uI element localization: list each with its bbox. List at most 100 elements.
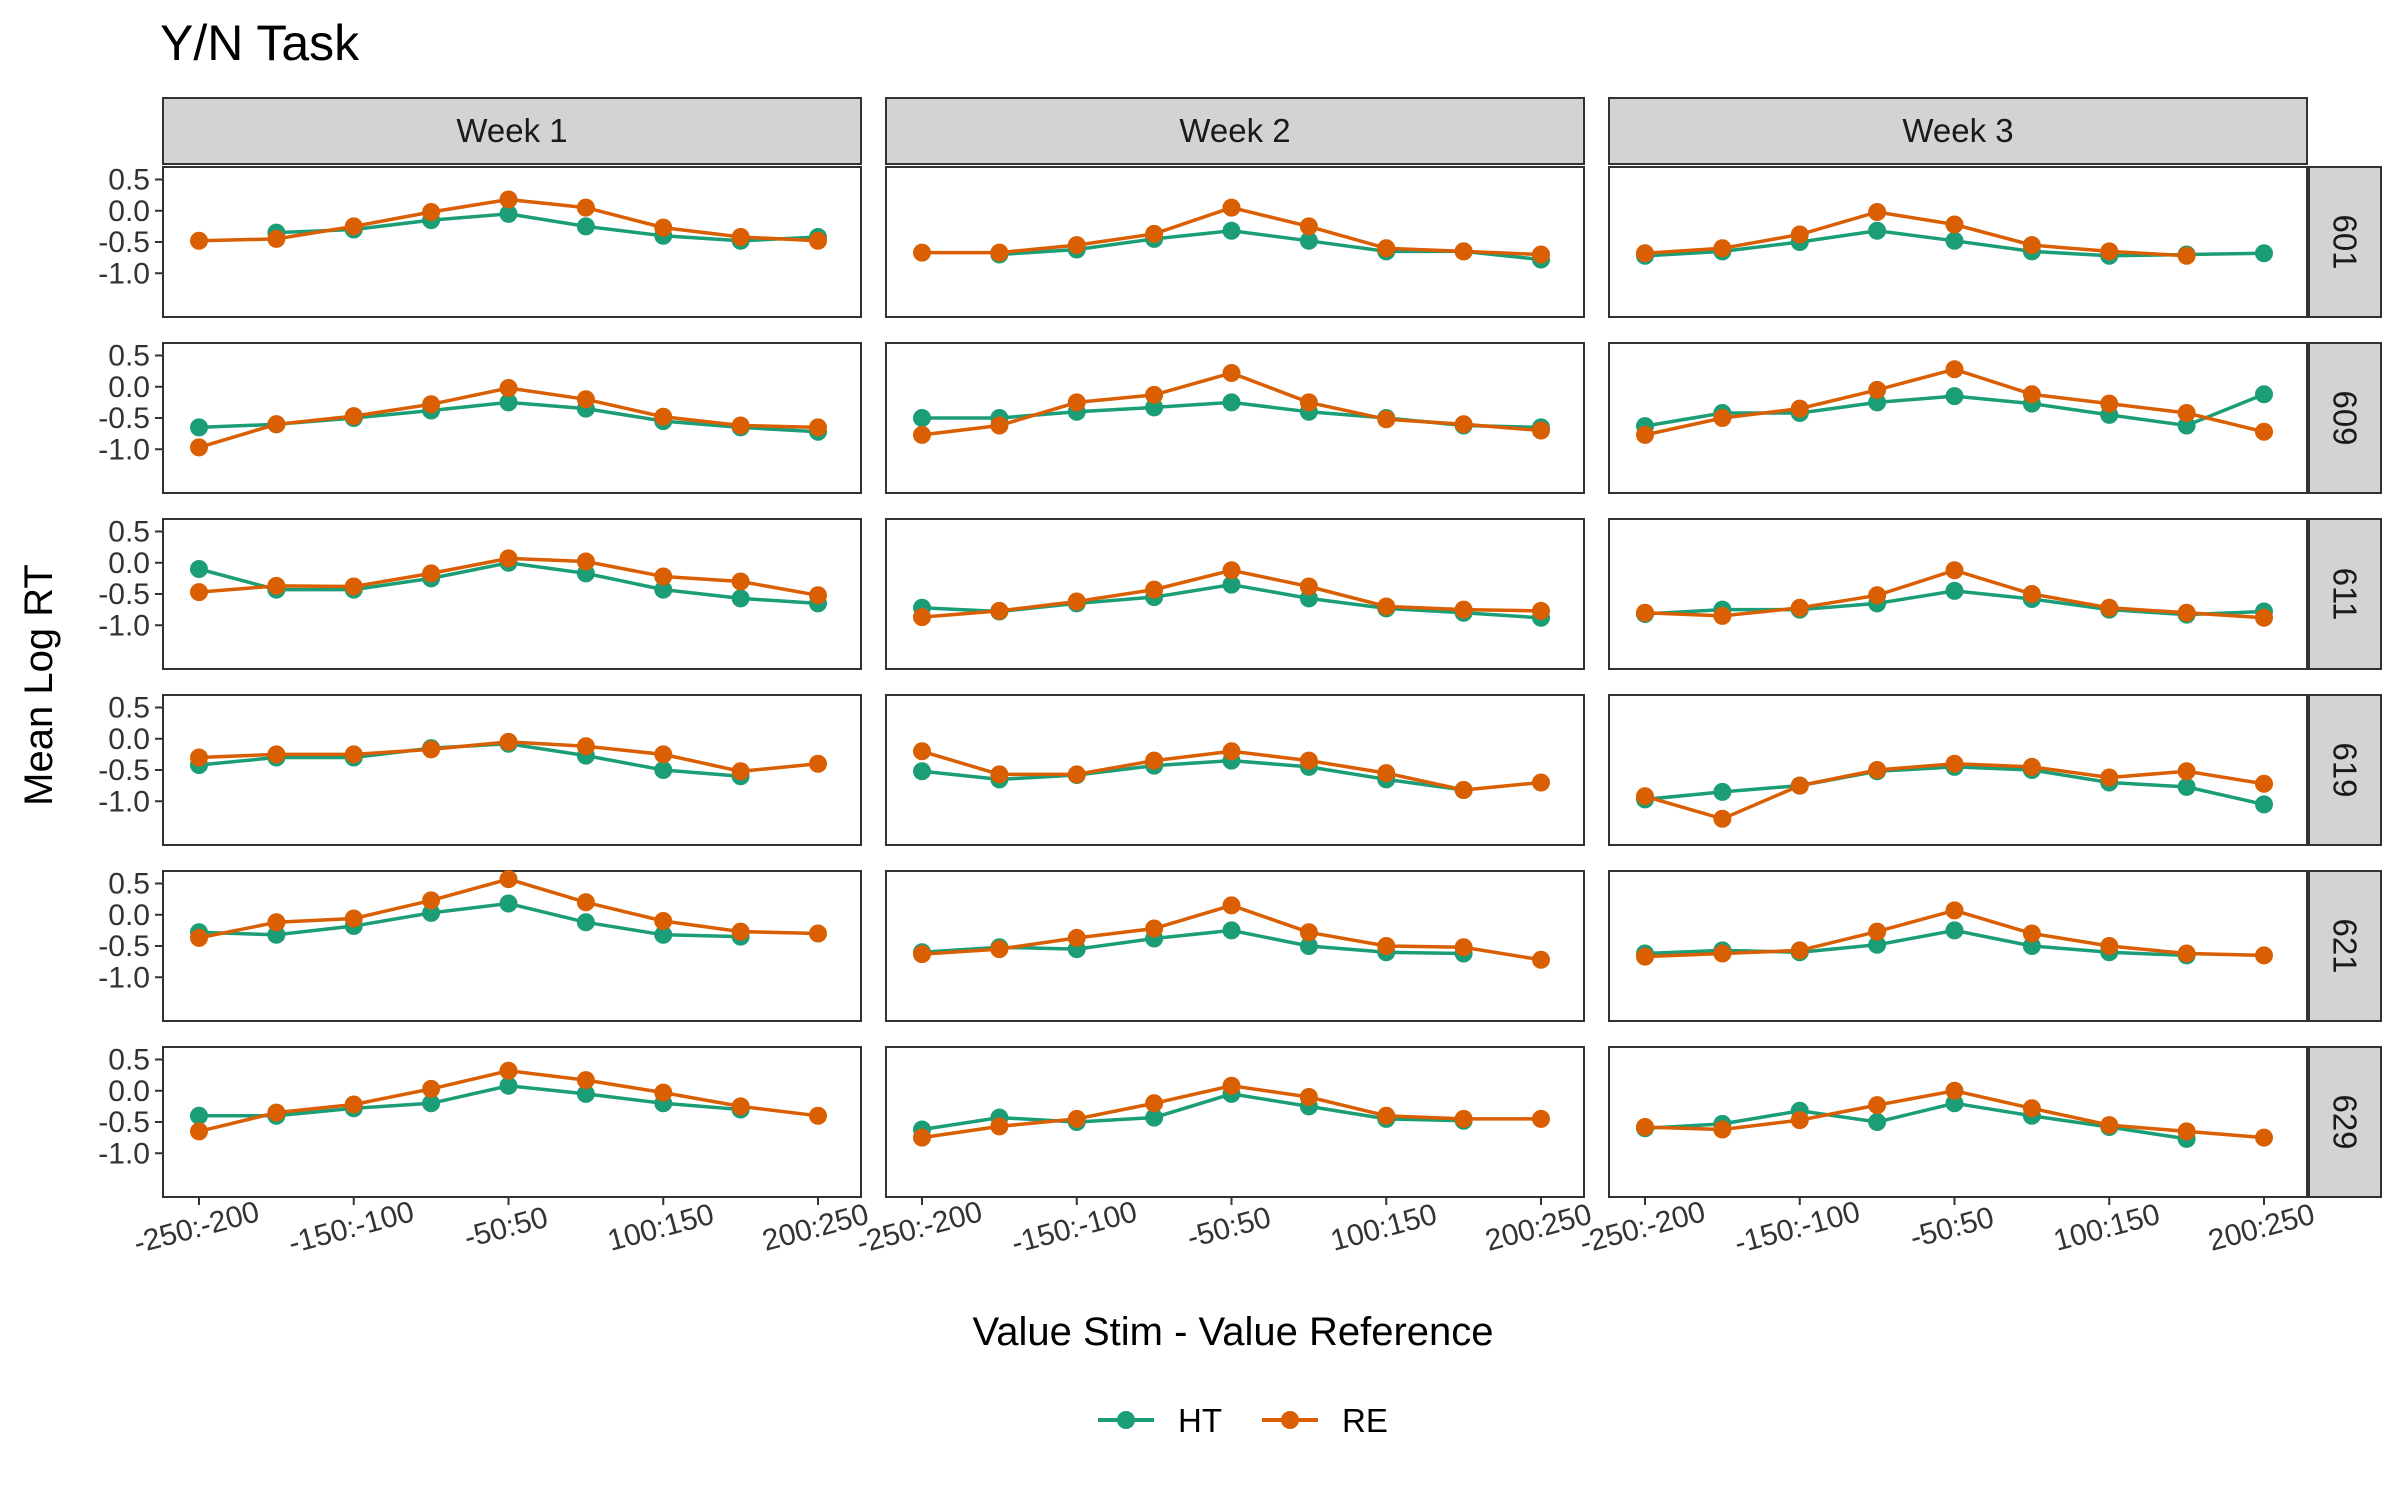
strip-box (2308, 1046, 2382, 1198)
legend-marker (1281, 1411, 1299, 1429)
data-point (422, 740, 441, 759)
data-point (1713, 782, 1732, 801)
data-point (809, 754, 827, 773)
series-re (1636, 1081, 2273, 1147)
strip-box (2308, 870, 2382, 1022)
column-strip-label: Week 2 (1179, 112, 1290, 149)
series-re (913, 198, 1550, 264)
data-point (1945, 754, 1964, 773)
strip-box (2308, 166, 2382, 318)
data-point (731, 1097, 750, 1116)
data-point (267, 229, 286, 248)
data-point (1945, 215, 1964, 234)
panel (162, 166, 862, 318)
y-tick-label: 0.0 (108, 1075, 150, 1108)
data-point (576, 737, 595, 756)
y-tick-label: -1.0 (98, 609, 150, 642)
data-point (267, 576, 286, 595)
data-point (190, 560, 208, 578)
data-point (190, 928, 208, 947)
data-point (809, 418, 827, 437)
series-re (190, 1061, 827, 1141)
row-strip-label: 619 (2327, 742, 2364, 797)
data-point (499, 732, 518, 751)
panel (1608, 694, 2308, 846)
y-tick-label: -1.0 (98, 1137, 150, 1170)
data-point (654, 745, 673, 764)
row-strip: 619 (2308, 694, 2382, 846)
data-point (1532, 773, 1550, 792)
data-point (1636, 603, 1654, 622)
series-re (1636, 203, 2196, 265)
data-point (576, 552, 595, 571)
data-point (1636, 947, 1654, 966)
data-point (1532, 245, 1550, 264)
data-point (499, 1061, 518, 1080)
data-point (913, 1128, 931, 1147)
data-point (576, 913, 595, 932)
data-point (2100, 768, 2119, 787)
data-point (499, 894, 518, 913)
data-point (1868, 922, 1887, 941)
y-tick-label: -0.5 (98, 1106, 150, 1139)
data-point (1532, 1109, 1550, 1128)
panel (1608, 166, 2308, 318)
series-re (913, 561, 1550, 627)
strip-box (885, 97, 1585, 165)
data-point (1945, 231, 1964, 250)
x-tick-label: 100:150 (1327, 1198, 1440, 1258)
y-tick-label: 0.0 (108, 723, 150, 756)
strip-box (1608, 97, 2308, 165)
data-point (654, 925, 673, 944)
data-point (344, 909, 363, 928)
series-line (276, 212, 819, 243)
data-point (2177, 416, 2196, 435)
data-point (576, 1084, 595, 1103)
series-line (199, 1084, 741, 1118)
series-line (1644, 928, 2187, 958)
row-strip-label: 601 (2327, 214, 2364, 269)
strip-box (2308, 694, 2382, 846)
series-line (921, 758, 1464, 792)
series-re (190, 732, 827, 781)
x-tick-label: -150:-100 (1731, 1195, 1864, 1260)
data-point (1868, 380, 1887, 399)
data-point (1868, 1113, 1887, 1131)
panel-frame (162, 870, 862, 1022)
legend-item-re: RE (1262, 1402, 1388, 1439)
y-tick-label: -1.0 (98, 785, 150, 818)
panel-frame (162, 342, 862, 494)
data-point (267, 415, 286, 434)
data-point (654, 580, 673, 599)
data-point (1222, 393, 1241, 412)
data-point (1299, 217, 1318, 236)
y-tick-label: 0.5 (108, 164, 150, 197)
legend-marker (1117, 1411, 1135, 1429)
data-point (2022, 924, 2041, 943)
legend: HT RE (1098, 1402, 1388, 1439)
data-point (499, 870, 518, 889)
data-point (990, 765, 1009, 784)
data-point (913, 762, 931, 781)
data-point (190, 1122, 208, 1141)
data-point (2100, 937, 2119, 955)
data-point (499, 379, 518, 397)
data-point (1067, 765, 1086, 784)
panel (1608, 518, 2308, 670)
x-tick-label: -50:50 (1184, 1201, 1275, 1255)
data-point (267, 745, 286, 764)
y-tick-label: -0.5 (98, 578, 150, 611)
data-point (2255, 385, 2273, 404)
panel (885, 694, 1585, 846)
data-point (2255, 244, 2273, 263)
data-point (1636, 787, 1654, 806)
data-point (267, 925, 286, 944)
data-point (1454, 242, 1473, 261)
data-point (1713, 409, 1732, 427)
y-tick-label: 0.5 (108, 692, 150, 725)
data-point (809, 586, 827, 605)
series-re (1636, 901, 2273, 966)
data-point (1713, 1120, 1732, 1139)
data-point (654, 218, 673, 237)
data-point (1299, 751, 1318, 770)
